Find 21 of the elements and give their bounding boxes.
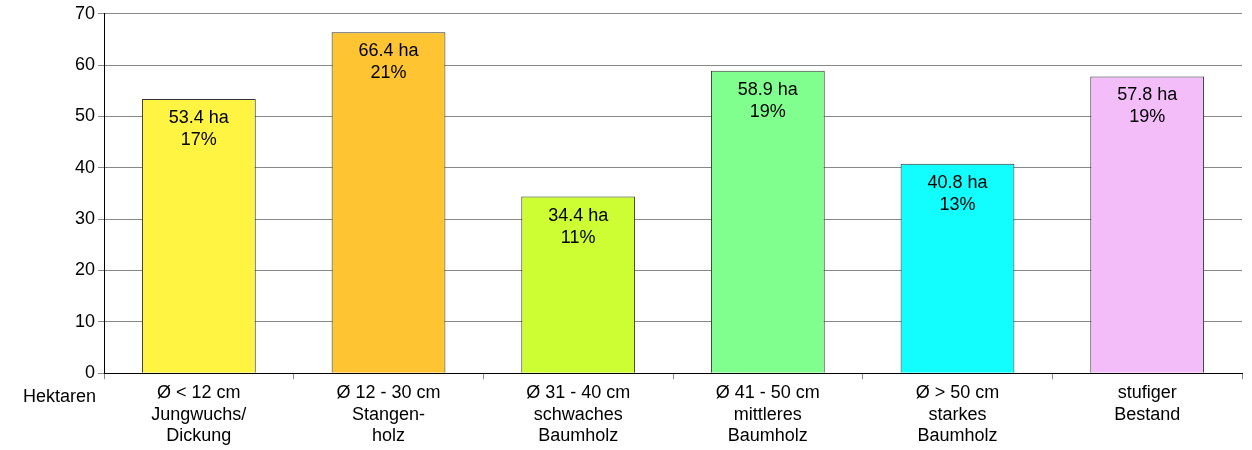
data-label: 57.8 ha 19% <box>1117 84 1179 127</box>
data-label: 58.9 ha 19% <box>737 78 799 121</box>
data-label: 53.4 ha 17% <box>168 107 230 149</box>
y-tick-label: 70 <box>74 2 96 23</box>
x-tick-label: Ø 12 - 30 cm Stangen- holz <box>336 381 441 446</box>
y-tick-label: 0 <box>85 362 96 383</box>
y-tick-label: 50 <box>74 105 96 126</box>
data-label: 66.4 ha 21% <box>358 40 420 83</box>
x-tick-label: Ø < 12 cm Jungwuchs/ Dickung <box>151 381 247 446</box>
y-tick-label: 60 <box>74 54 96 75</box>
data-label: 34.4 ha 11% <box>548 204 610 247</box>
x-tick-label: stufiger Bestand <box>1114 381 1181 424</box>
data-label: 40.8 ha 13% <box>927 171 989 214</box>
x-axis-title: Hektaren <box>22 385 97 406</box>
y-tick-label: 30 <box>74 208 96 229</box>
x-tick-label: Ø 41 - 50 cm mittleres Baumholz <box>715 381 820 446</box>
y-tick-label: 20 <box>74 259 96 280</box>
x-tick-label: Ø > 50 cm starkes Baumholz <box>915 381 1000 446</box>
x-tick-label: Ø 31 - 40 cm schwaches Baumholz <box>526 381 631 446</box>
y-tick-label: 10 <box>74 310 96 331</box>
y-tick-label: 40 <box>74 156 96 177</box>
